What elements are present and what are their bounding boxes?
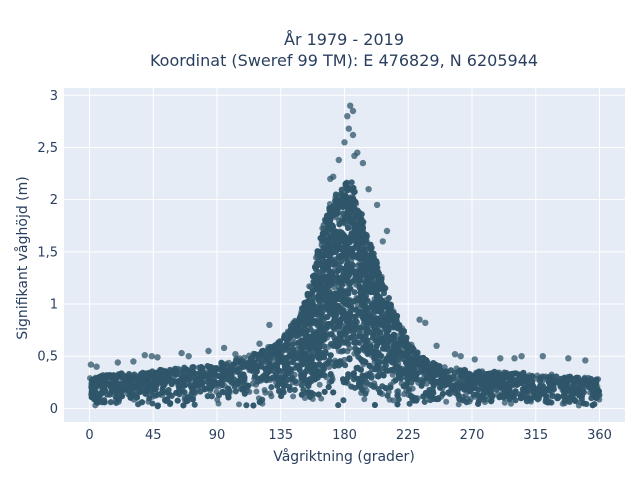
data-point — [340, 397, 347, 404]
data-point — [155, 402, 161, 409]
data-point — [268, 384, 275, 391]
data-point — [321, 343, 327, 350]
data-point — [236, 401, 242, 408]
data-point — [539, 373, 546, 380]
data-point — [443, 398, 450, 405]
data-point — [348, 383, 355, 390]
data-point — [455, 401, 462, 408]
scatter-points — [87, 102, 603, 410]
data-point — [394, 392, 401, 399]
data-point — [284, 347, 291, 354]
data-point — [316, 381, 323, 388]
data-point — [149, 400, 156, 407]
data-point — [204, 393, 211, 400]
data-point — [389, 371, 396, 378]
data-point — [501, 399, 508, 406]
data-point — [318, 314, 325, 321]
data-point — [208, 393, 215, 400]
data-point — [341, 220, 348, 227]
data-point — [253, 388, 260, 395]
data-point — [268, 393, 275, 400]
data-point — [390, 397, 397, 404]
data-point — [249, 380, 256, 387]
data-point — [290, 393, 297, 400]
data-point — [168, 392, 175, 399]
data-point — [108, 399, 115, 405]
data-point — [289, 341, 296, 348]
data-point — [537, 378, 544, 385]
data-point — [255, 378, 262, 385]
data-point — [243, 402, 250, 409]
data-point — [197, 388, 204, 395]
data-point — [362, 272, 369, 279]
data-point — [215, 373, 221, 379]
data-point — [467, 396, 474, 402]
data-point — [191, 401, 198, 408]
data-point — [361, 396, 368, 403]
data-point — [384, 392, 391, 399]
data-point — [262, 389, 269, 396]
data-point — [335, 402, 342, 409]
data-point — [456, 379, 463, 386]
data-point — [331, 284, 338, 291]
